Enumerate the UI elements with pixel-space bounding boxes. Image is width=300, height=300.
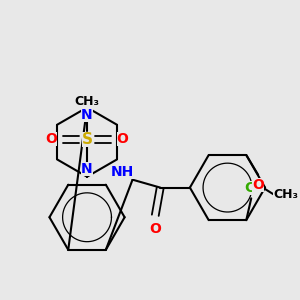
Text: NH: NH [111, 165, 134, 179]
Text: CH₃: CH₃ [74, 95, 100, 108]
Text: Cl: Cl [244, 182, 259, 196]
Text: O: O [149, 222, 161, 236]
Text: O: O [46, 132, 57, 146]
Text: N: N [81, 108, 93, 122]
Text: O: O [117, 132, 129, 146]
Text: CH₃: CH₃ [273, 188, 298, 201]
Text: O: O [252, 178, 264, 192]
Text: S: S [82, 132, 92, 147]
Text: N: N [81, 162, 93, 176]
